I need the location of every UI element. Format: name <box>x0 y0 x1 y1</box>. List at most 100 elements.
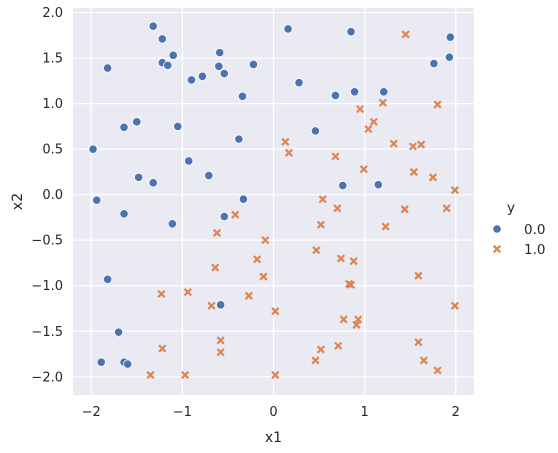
data-point <box>381 222 390 231</box>
data-point <box>103 274 113 284</box>
data-point <box>173 121 183 131</box>
data-point <box>445 32 455 42</box>
data-point <box>216 348 225 357</box>
data-point <box>284 148 294 157</box>
data-point <box>401 30 410 39</box>
data-point <box>336 254 346 263</box>
data-point <box>261 236 270 245</box>
data-point <box>318 195 327 204</box>
data-point <box>132 117 142 127</box>
data-point <box>92 195 102 205</box>
data-point <box>119 209 129 219</box>
data-point <box>211 263 220 272</box>
data-point <box>339 315 348 324</box>
data-point <box>408 142 418 151</box>
data-point <box>352 320 361 329</box>
data-point <box>157 34 167 44</box>
data-point <box>433 366 442 375</box>
data-point <box>157 289 166 299</box>
data-point <box>311 356 320 365</box>
data-point <box>414 338 423 347</box>
x-tick-label: −1 <box>173 405 192 420</box>
data-point <box>310 126 321 136</box>
data-point <box>219 68 229 79</box>
data-point <box>349 257 358 266</box>
data-point <box>215 48 225 58</box>
x-axis-label: x1 <box>265 430 282 446</box>
data-point <box>334 341 343 350</box>
data-point <box>197 71 208 81</box>
data-point <box>158 344 167 353</box>
data-point <box>417 140 426 149</box>
data-point <box>219 211 229 222</box>
data-point <box>419 356 428 365</box>
data-point <box>379 87 389 97</box>
data-point <box>231 210 240 219</box>
data-point <box>148 21 158 31</box>
data-point <box>244 291 253 300</box>
y-tick-label: 1.5 <box>42 52 63 67</box>
data-point <box>204 170 214 181</box>
data-point <box>316 220 325 229</box>
data-point <box>346 280 356 289</box>
data-point <box>373 180 383 190</box>
data-point <box>253 255 262 264</box>
data-point <box>146 370 155 380</box>
data-point <box>442 204 451 213</box>
y-tick-label: −1.0 <box>31 279 63 294</box>
data-point <box>163 60 173 70</box>
data-point <box>181 370 190 380</box>
x-tick-labels: −2 −1 0 1 2 <box>82 405 460 420</box>
data-point <box>331 152 340 161</box>
legend-label: 1.0 <box>524 242 545 258</box>
legend-label: 0.0 <box>524 222 545 238</box>
data-point <box>216 300 226 310</box>
data-point <box>450 186 459 195</box>
data-point <box>123 359 133 369</box>
data-point <box>356 104 365 114</box>
data-point <box>183 288 192 297</box>
data-point <box>414 271 423 280</box>
data-point <box>96 357 106 367</box>
data-point <box>283 24 293 34</box>
data-point <box>444 52 454 62</box>
data-point <box>346 27 356 37</box>
y-tick-label: 1.0 <box>42 97 63 112</box>
data-points <box>88 21 459 380</box>
data-point <box>409 167 418 176</box>
data-point <box>148 178 158 188</box>
data-point <box>333 204 342 213</box>
y-tick-labels: −2.0 −1.5 −1.0 −0.5 0.0 0.5 1.0 1.5 2.0 <box>31 6 63 385</box>
legend-marker <box>492 244 502 254</box>
y-tick-label: 0.5 <box>42 143 63 158</box>
data-point <box>168 50 178 60</box>
legend-marker <box>492 224 502 234</box>
data-point <box>281 137 290 146</box>
data-point <box>119 122 129 132</box>
data-point <box>134 172 144 182</box>
data-point <box>216 336 225 345</box>
data-point <box>214 61 224 71</box>
data-point <box>248 59 259 70</box>
y-tick-label: −0.5 <box>31 234 63 249</box>
y-tick-label: 0.0 <box>42 188 63 203</box>
data-point <box>294 78 304 88</box>
data-point <box>238 194 249 204</box>
y-tick-label: −2.0 <box>31 370 63 385</box>
legend-title: y <box>507 200 515 216</box>
data-point <box>271 307 280 316</box>
data-point <box>237 91 248 101</box>
grid-lines <box>73 8 474 395</box>
x-tick-label: 0 <box>269 405 277 420</box>
data-point <box>354 315 363 324</box>
data-point <box>359 165 368 174</box>
x-tick-label: 1 <box>360 405 368 420</box>
x-tick-label: −2 <box>82 405 101 420</box>
y-tick-label: −1.5 <box>31 325 63 340</box>
x-tick-label: 2 <box>452 405 460 420</box>
data-point <box>350 87 360 97</box>
data-point <box>259 272 268 281</box>
data-point <box>212 228 222 237</box>
y-axis-label: x2 <box>10 193 26 210</box>
